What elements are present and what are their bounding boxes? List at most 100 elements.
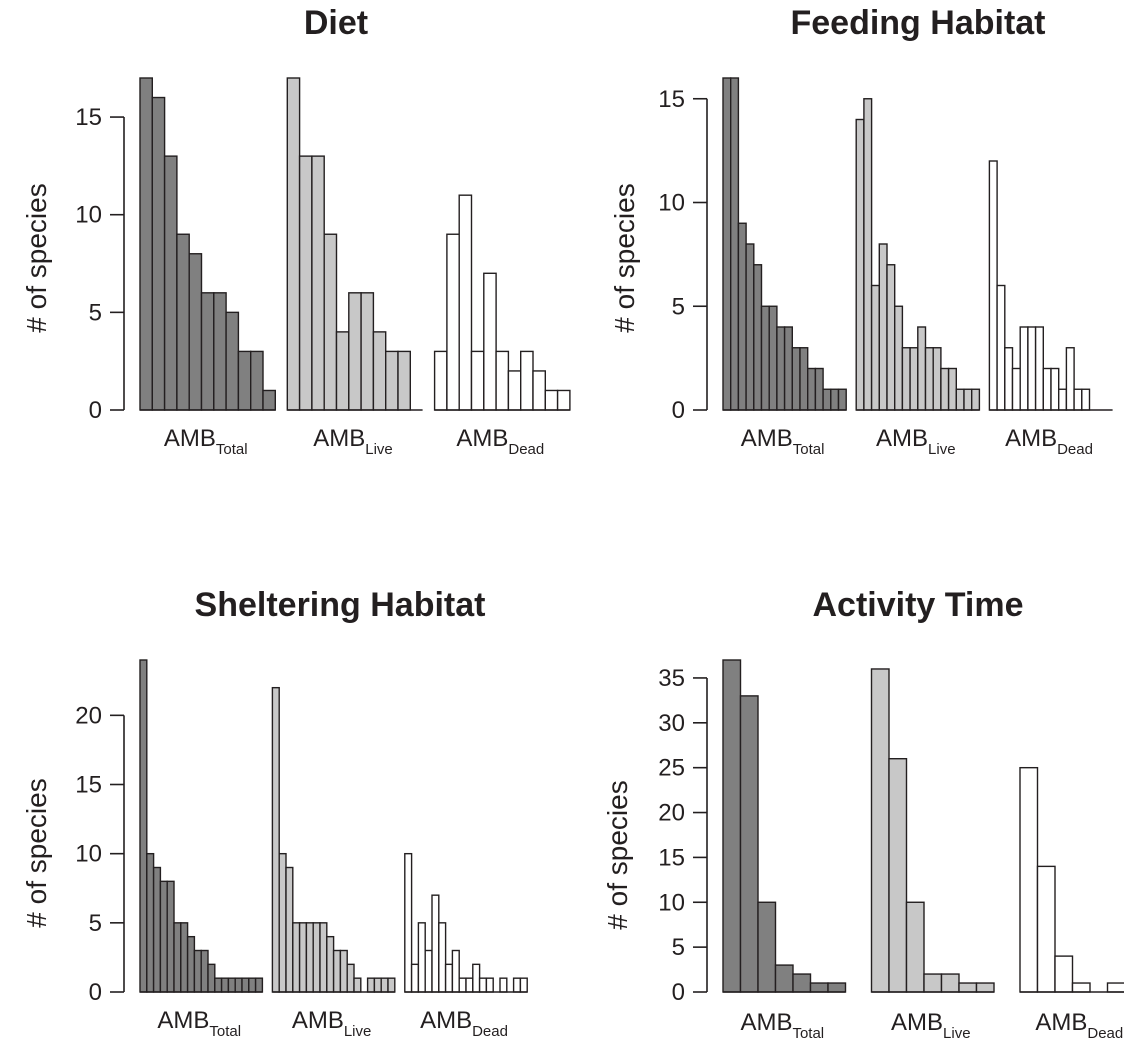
bar-live-14 [955,388,965,411]
group-labels: AMBTotal AMBLive AMBDead [164,425,544,458]
group-label-dead: AMBDead [420,1007,508,1040]
bar-live-13 [947,367,957,411]
bar-dead-1 [433,350,448,411]
bar-dead-3 [1004,347,1014,411]
bar-total-10 [791,347,801,411]
bar-total-1 [139,659,148,993]
panel-title: Feeding Habitat [790,4,1045,42]
bar-live-17 [380,977,389,993]
bar-live-1 [286,77,301,411]
bar-live-8 [372,331,387,411]
bar-live-1 [870,668,890,993]
bar-total-11 [207,963,216,993]
bars-area [139,659,528,993]
bar-live-6 [348,292,362,411]
bar-live-8 [909,347,919,411]
bar-live-3 [311,155,325,411]
panel-diet: Diet # of species 0 5 10 15 AMBTotal AMBLiv… [21,4,571,458]
bar-dead-7 [507,370,522,411]
y-tick-label: 15 [658,86,685,113]
bar-dead-7 [444,963,454,993]
bar-total-16 [837,388,847,411]
bar-dead-17 [512,977,522,993]
y-tick-label: 20 [75,702,102,729]
bar-total-13 [814,367,824,411]
bar-dead-3 [1054,955,1074,993]
bar-dead-15 [499,977,508,993]
bar-total-2 [730,77,740,411]
bar-live-2 [863,98,873,411]
panel-title: Diet [304,4,368,42]
y-axis: 0 5 10 15 [658,86,708,424]
bar-dead-10 [465,977,474,993]
bar-live-12 [940,367,950,411]
bars-area [722,659,1124,993]
group-labels: AMBTotal AMBLive AMBDead [741,425,1093,458]
bar-dead-8 [451,949,460,993]
bar-total-1 [722,659,742,993]
bar-dead-4 [424,949,433,993]
bar-dead-3 [458,194,473,411]
y-tick-label: 10 [75,841,102,868]
bar-total-5 [792,973,812,993]
y-tick-label: 5 [89,910,102,937]
group-label-live: AMBLive [891,1009,971,1042]
bar-live-8 [319,922,328,993]
bar-total-4 [774,964,794,993]
y-tick-label: 20 [658,800,685,827]
bar-live-4 [878,243,888,411]
bar-dead-2 [446,233,460,411]
bar-dead-8 [1042,367,1052,411]
bar-total-10 [249,350,264,411]
group-label-total: AMBTotal [164,425,248,458]
group-label-live: AMBLive [876,425,956,458]
y-tick-label: 10 [658,889,685,916]
bar-total-9 [237,350,252,411]
bar-dead-1 [404,852,413,993]
bar-total-9 [783,326,793,411]
bar-dead-6 [438,922,447,993]
bar-dead-3 [417,922,426,993]
group-label-live: AMBLive [313,425,393,458]
bar-total-18 [254,977,264,993]
bar-dead-4 [1071,982,1091,993]
y-tick-label: 0 [672,979,685,1006]
y-axis-label: # of species [21,778,52,927]
bar-total-5 [753,264,763,411]
y-tick-label: 0 [89,979,102,1006]
bar-dead-5 [483,272,497,411]
bar-total-8 [776,326,786,411]
panel-activity-time: Activity Time # of species 0 5 10 15 20 25 30 3… [602,586,1124,1042]
bar-total-5 [166,880,175,993]
y-axis: 0 5 10 15 [75,104,125,424]
bar-live-6 [305,922,314,993]
bar-total-4 [159,880,168,993]
bar-live-4 [292,922,301,993]
bar-dead-1 [988,160,998,411]
bar-live-10 [924,347,934,411]
bar-dead-12 [478,977,488,993]
y-tick-label: 30 [658,710,685,737]
bar-live-5 [886,264,896,411]
bar-total-2 [151,96,166,411]
bar-total-4 [176,233,190,411]
bar-total-5 [188,253,203,411]
bar-total-14 [227,977,236,993]
bar-live-7 [312,922,321,993]
bar-total-1 [139,77,154,411]
bar-total-12 [807,367,817,411]
panel-title: Activity Time [812,586,1023,624]
y-tick-label: 15 [75,772,102,799]
bar-live-5 [940,973,960,993]
y-tick-label: 15 [658,844,685,871]
bars-area [722,77,1113,411]
bar-live-16 [373,977,382,993]
bar-dead-2 [1036,865,1056,993]
bar-live-2 [298,155,313,411]
bar-live-6 [958,982,978,993]
bar-total-6 [200,292,215,411]
bar-total-4 [745,243,755,411]
bar-total-15 [830,388,840,411]
bar-dead-4 [1011,367,1021,411]
bars-area [139,77,571,411]
